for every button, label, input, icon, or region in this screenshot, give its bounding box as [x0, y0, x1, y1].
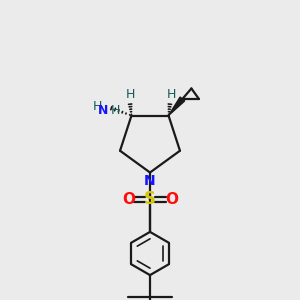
Text: H: H [111, 104, 120, 117]
Text: S: S [144, 190, 156, 208]
Text: H: H [167, 88, 176, 100]
Text: H: H [93, 100, 102, 112]
Text: N: N [144, 174, 156, 188]
Text: O: O [165, 192, 178, 207]
Polygon shape [169, 97, 185, 116]
Text: H: H [125, 88, 135, 100]
Text: N: N [98, 104, 108, 117]
Text: O: O [122, 192, 135, 207]
